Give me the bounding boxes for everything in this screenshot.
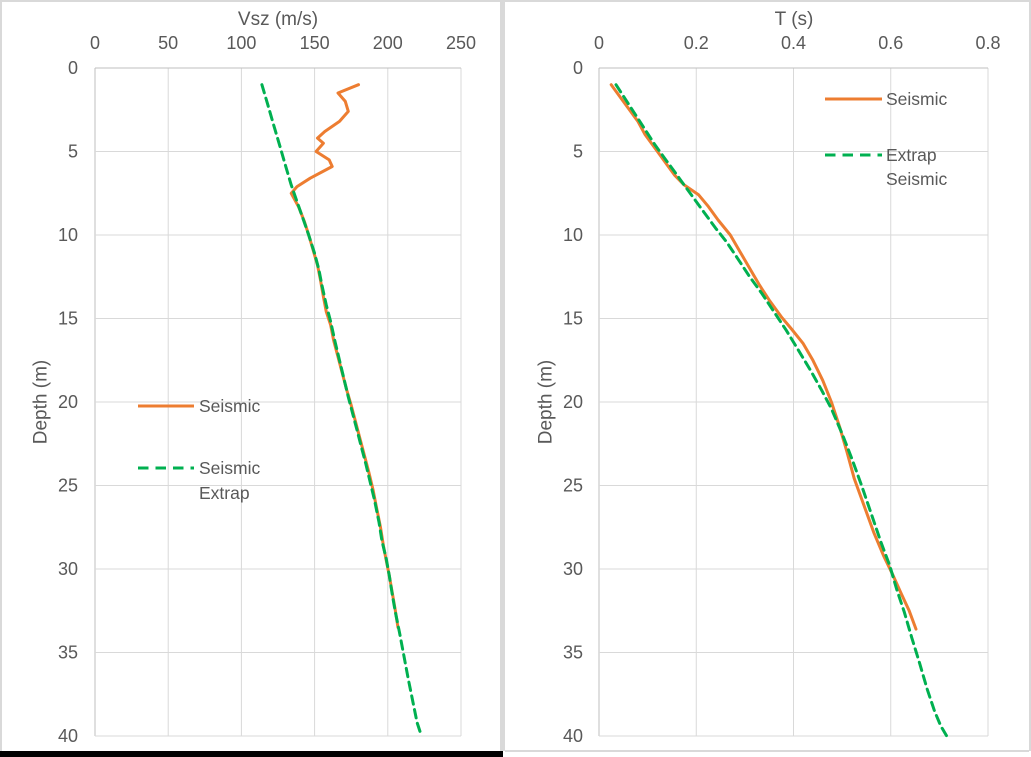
y-tick-label-5: 5 [573, 142, 583, 162]
y-tick-label-40: 40 [563, 726, 583, 746]
left-border [0, 2, 2, 751]
legend-extrap-seismic-label: Extrap [886, 145, 937, 165]
y-tick-label-25: 25 [58, 476, 78, 496]
y-tick-label-35: 35 [563, 643, 583, 663]
legend-extrap-seismic-label: Seismic [886, 169, 948, 189]
y-tick-label-15: 15 [58, 309, 78, 329]
legend-entry-extrap-seismic[interactable]: Extrap Seismic [825, 145, 948, 189]
x-tick-label-150: 150 [300, 33, 330, 53]
x-tick-label-0: 0 [90, 33, 100, 53]
vsz-chart-y-axis-title: Depth (m) [30, 359, 52, 445]
t-depth-chart-panel[interactable]: 0 0.2 0.4 0.6 0.8 0 5 10 15 20 25 30 35 40 Seismic Extr… [505, 2, 1029, 750]
left-panel-bottom-black-border [0, 751, 503, 757]
vsz-depth-chart-panel[interactable]: 0 50 100 150 200 250 0 5 10 15 20 25 30 35 40 Seismic Se… [2, 2, 500, 749]
vsz-depth-chart: 0 50 100 150 200 2500510152025303540SeismicSe… [58, 33, 476, 746]
series-seismic-extrap-line[interactable] [260, 83, 423, 738]
legend-entry-seismic-extrap[interactable]: Seismic Extrap [138, 458, 261, 503]
vsz-chart-title: Vsz (m/s) [237, 9, 319, 30]
x-tick-label-0: 0 [594, 33, 604, 53]
y-tick-label-15: 15 [563, 309, 583, 329]
t-chart-title: T (s) [774, 9, 814, 30]
legend-seismic-extrap-label: Extrap [199, 483, 250, 503]
top-border [0, 0, 1031, 2]
x-tick-label-0.2: 0.2 [684, 33, 709, 53]
t-chart-y-axis-title: Depth (m) [535, 359, 557, 445]
panel-divider [500, 2, 505, 751]
y-tick-label-30: 30 [563, 559, 583, 579]
series-seismic-line[interactable] [609, 83, 918, 631]
x-tick-label-250: 250 [446, 33, 476, 53]
x-tick-label-50: 50 [158, 33, 178, 53]
y-tick-label-0: 0 [68, 58, 78, 78]
y-tick-label-10: 10 [563, 225, 583, 245]
x-tick-label-0.6: 0.6 [878, 33, 903, 53]
x-tick-label-200: 200 [373, 33, 403, 53]
x-tick-label-0.4: 0.4 [781, 33, 806, 53]
legend-seismic-label: Seismic [886, 89, 948, 109]
y-tick-label-0: 0 [573, 58, 583, 78]
legend-entry-seismic[interactable]: Seismic [138, 396, 261, 416]
y-tick-label-25: 25 [563, 476, 583, 496]
t-depth-chart: 0 0.2 0.4 0.6 0.80510152025303540SeismicExtr… [563, 33, 1001, 746]
y-tick-label-20: 20 [563, 392, 583, 412]
y-tick-label-35: 35 [58, 643, 78, 663]
legend-entry-seismic[interactable]: Seismic [825, 89, 948, 109]
legend-seismic-extrap-label: Seismic [199, 458, 261, 478]
y-tick-label-10: 10 [58, 225, 78, 245]
y-tick-label-30: 30 [58, 559, 78, 579]
series-extrap-seismic-line[interactable] [614, 83, 949, 738]
right-panel-bottom-border [505, 750, 1029, 752]
y-tick-label-20: 20 [58, 392, 78, 412]
right-border [1029, 2, 1031, 751]
y-tick-label-5: 5 [68, 142, 78, 162]
y-tick-label-40: 40 [58, 726, 78, 746]
x-tick-label-0.8: 0.8 [975, 33, 1000, 53]
legend-seismic-label: Seismic [199, 396, 261, 416]
x-tick-label-100: 100 [226, 33, 256, 53]
